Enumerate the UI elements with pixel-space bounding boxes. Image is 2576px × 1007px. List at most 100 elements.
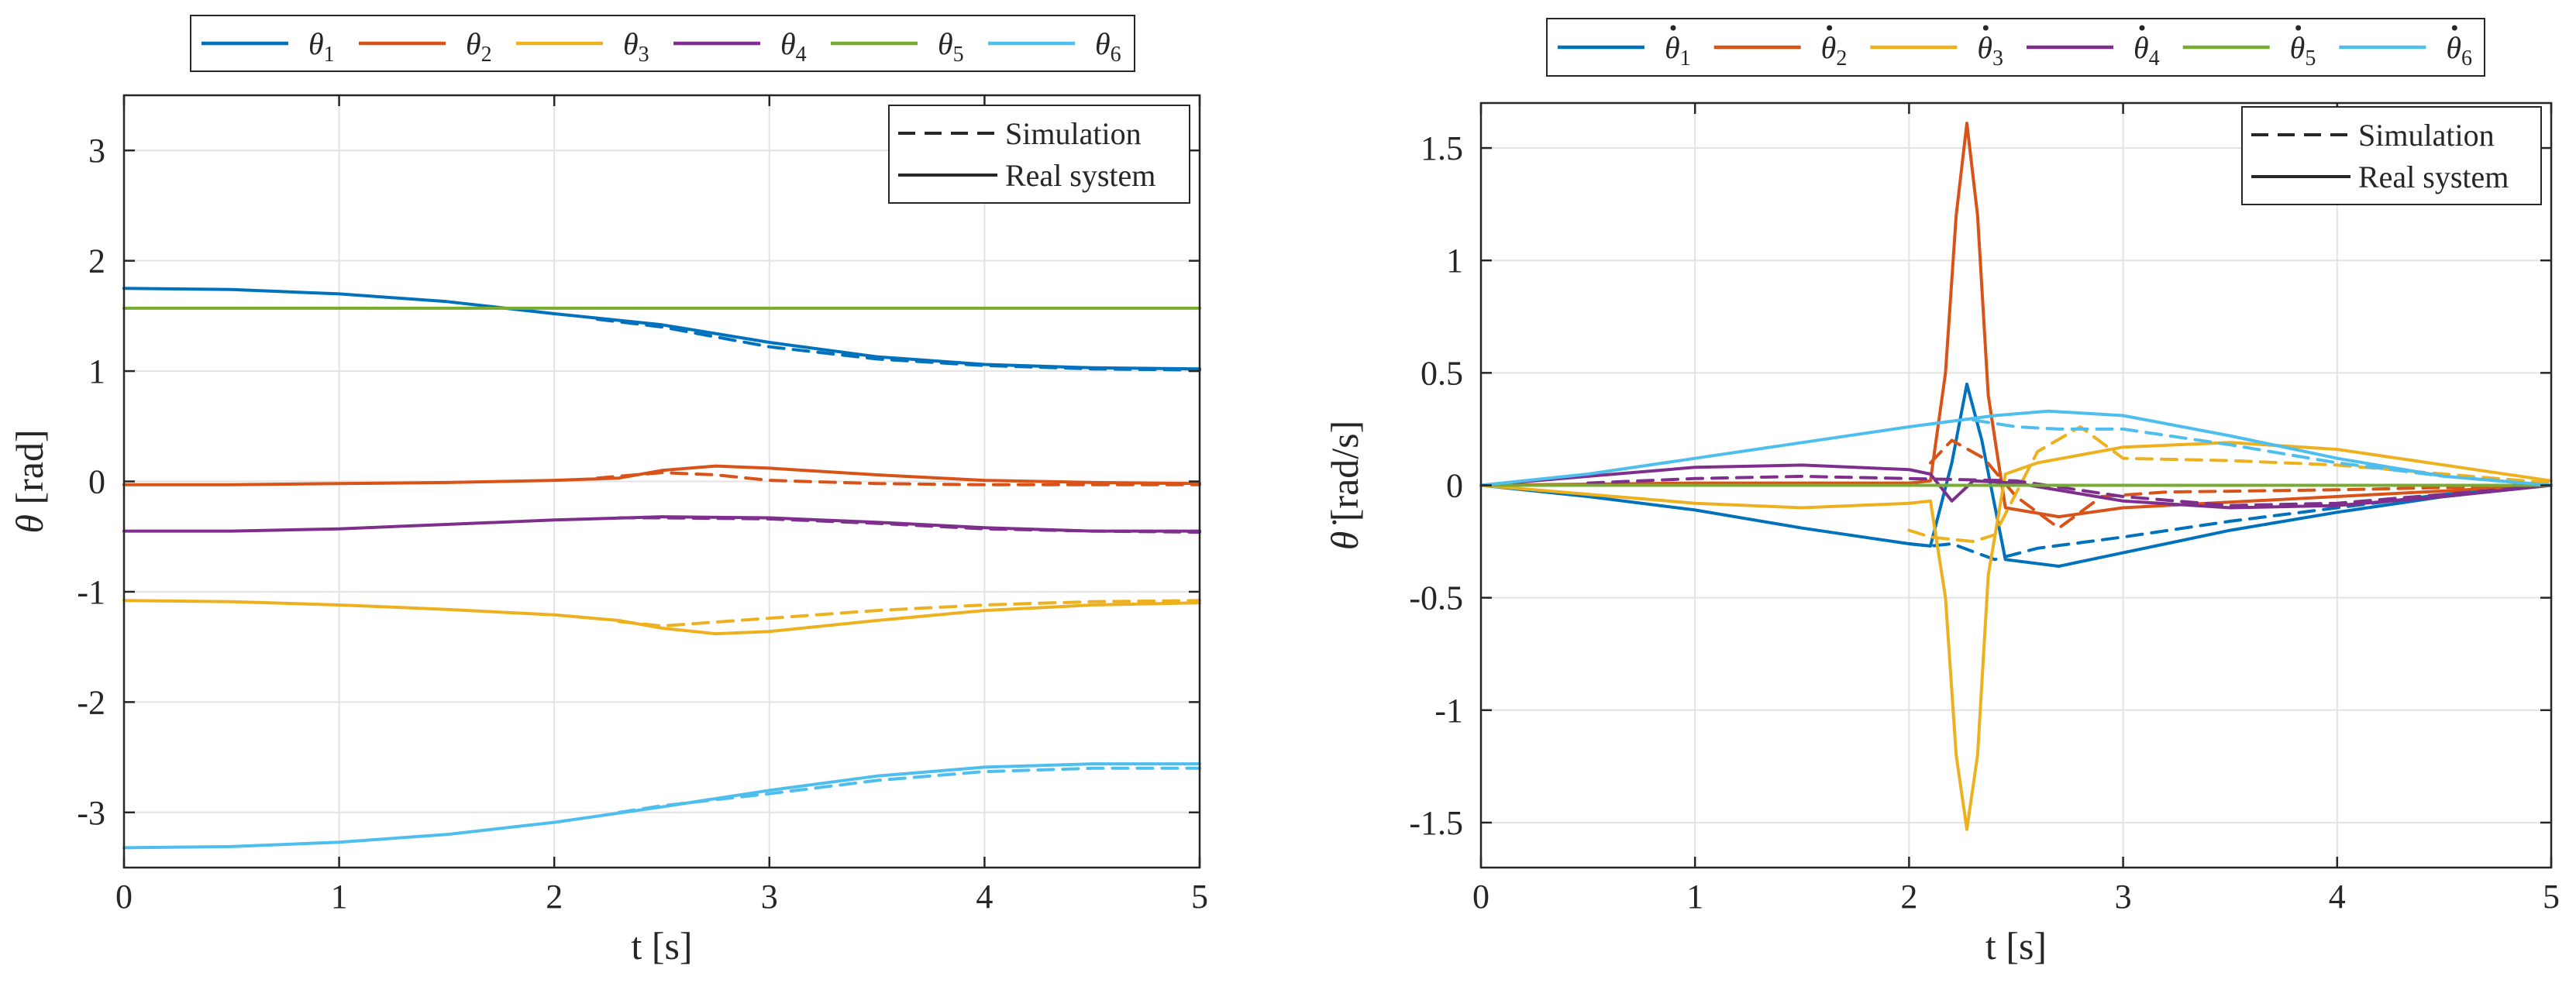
style-label: Simulation: [1005, 116, 1142, 151]
style-legend-box: [888, 105, 1190, 204]
legend-subscript: 6: [1111, 43, 1121, 67]
x-tick-label: 1: [1686, 878, 1703, 916]
style-legend-box: [2241, 106, 2542, 205]
y-tick-label: -2: [77, 683, 105, 721]
legend-symbol: θ: [308, 26, 324, 61]
series-line-10-real-system: [122, 762, 1201, 850]
derivative-dot: [2451, 25, 2457, 31]
legend-subscript: 4: [796, 43, 807, 67]
y-axis-label: θ [rad]: [8, 429, 51, 533]
legend-item-6: θ6: [988, 26, 1121, 67]
legend-subscript: 4: [2149, 46, 2160, 70]
y-tick-label: 1.5: [1421, 129, 1463, 167]
style-label: Simulation: [2358, 118, 2495, 153]
legend-subscript: 3: [639, 43, 649, 67]
x-tick-label: 4: [976, 878, 993, 916]
y-tick-label: 2: [88, 242, 105, 280]
x-tick-label: 0: [115, 878, 133, 916]
series-line-4-simulation: [595, 471, 1201, 486]
derivative-dot: [1827, 25, 1833, 31]
series-line-11-simulation: [617, 766, 1201, 814]
series-line-8-simulation: [1586, 474, 2553, 507]
legend-simulation: Simulation: [898, 116, 1142, 151]
y-tick-label: 0.5: [1421, 354, 1463, 392]
legend-symbol: θ: [1095, 26, 1111, 61]
legend-symbol: θ: [938, 26, 953, 61]
y-axis-label: θ̇ [rad/s]: [1323, 421, 1366, 551]
legend-item-3: θ3: [516, 26, 649, 67]
series-lines: [1479, 122, 2553, 831]
legend-label: θ2: [1821, 30, 1848, 70]
legend-symbol: θ: [1977, 30, 1992, 65]
velocity-chart: 0 1 2 3 4 5 -1.5 -1 -0.5 0 0.5 1 1.5 t [s] θ̇ [rad/s] θ…: [1323, 18, 2560, 967]
series-line-7-real-system: [1479, 463, 2553, 510]
legend-label: θ4: [780, 26, 807, 67]
y-axis-label-symbol: θ: [8, 514, 51, 534]
style-legend: Simulation Real system: [888, 105, 1190, 204]
legend-label: θ2: [466, 26, 492, 67]
series-legend-box: [1546, 18, 2485, 77]
legend-symbol: θ: [2290, 30, 2306, 65]
legend-symbol: θ: [2133, 30, 2149, 65]
derivative-dot: [2139, 25, 2145, 31]
style-label: Real system: [1005, 158, 1155, 193]
legend-symbol: θ: [623, 26, 639, 61]
legend-label: θ3: [623, 26, 649, 67]
series-legend: θ1 θ2 θ3 θ4 θ5 θ6: [190, 15, 1135, 72]
ticks: 0 1 2 3 4 5 -3 -2 -1 0 1 2 3: [77, 95, 1208, 916]
legend-label: θ4: [2133, 30, 2160, 70]
series-line-6-simulation: [617, 599, 1201, 628]
series-line-3-real-system: [1479, 122, 2553, 519]
series-lines: [122, 287, 1201, 850]
legend-item-1: θ1: [1558, 25, 1691, 70]
series-line-5-real-system: [122, 599, 1201, 636]
legend-item-5: θ5: [831, 26, 964, 67]
legend-subscript: 6: [2461, 46, 2472, 70]
legend-item-3: θ3: [1870, 25, 2003, 70]
legend-label: θ6: [1095, 26, 1121, 67]
x-tick-label: 3: [2115, 878, 2132, 916]
style-label: Real system: [2358, 160, 2509, 194]
series-line-3-real-system: [122, 464, 1201, 486]
legend-symbol: θ: [466, 26, 481, 61]
y-tick-label: 0: [1446, 467, 1463, 505]
y-tick-label: 1: [88, 352, 105, 390]
series-line-10-real-system: [1479, 409, 2553, 487]
series-line-5-real-system: [1479, 441, 2553, 831]
legend-item-6: θ6: [2339, 25, 2472, 70]
legend-simulation: Simulation: [2251, 118, 2495, 153]
legend-item-1: θ1: [201, 26, 335, 67]
legend-symbol: θ: [1665, 30, 1680, 65]
y-tick-label: -3: [77, 794, 105, 832]
legend-real-system: Real system: [2251, 160, 2509, 194]
y-axis-label-unit: [rad]: [8, 429, 51, 514]
x-tick-label: 5: [2543, 878, 2560, 916]
y-axis-label-unit: [rad/s]: [1323, 421, 1366, 531]
y-tick-label: -1.5: [1409, 804, 1463, 842]
legend-label: θ1: [1665, 30, 1691, 70]
legend-label: θ5: [938, 26, 964, 67]
derivative-dot: [1982, 25, 1989, 31]
y-tick-label: 0: [88, 463, 105, 501]
x-axis-label: t [s]: [1985, 924, 2047, 967]
x-tick-label: 2: [1900, 878, 1917, 916]
legend-label: θ1: [308, 26, 335, 67]
legend-item-2: θ2: [359, 26, 492, 67]
ticks: 0 1 2 3 4 5 -1.5 -1 -0.5 0 0.5 1 1.5: [1409, 103, 2560, 916]
x-tick-label: 0: [1472, 878, 1489, 916]
legend-subscript: 2: [1836, 46, 1847, 70]
x-tick-label: 4: [2329, 878, 2346, 916]
series-line-2-simulation: [1907, 483, 2553, 562]
legend-subscript: 1: [1680, 46, 1691, 70]
legend-item-5: θ5: [2182, 25, 2316, 70]
legend-subscript: 5: [953, 43, 964, 67]
style-legend: Simulation Real system: [2241, 106, 2542, 205]
legend-subscript: 2: [481, 43, 492, 67]
series-line-11-simulation: [1972, 418, 2553, 487]
legend-symbol: θ: [2446, 30, 2461, 65]
legend-item-4: θ4: [673, 26, 807, 67]
x-tick-label: 5: [1191, 878, 1208, 916]
x-tick-label: 2: [546, 878, 563, 916]
